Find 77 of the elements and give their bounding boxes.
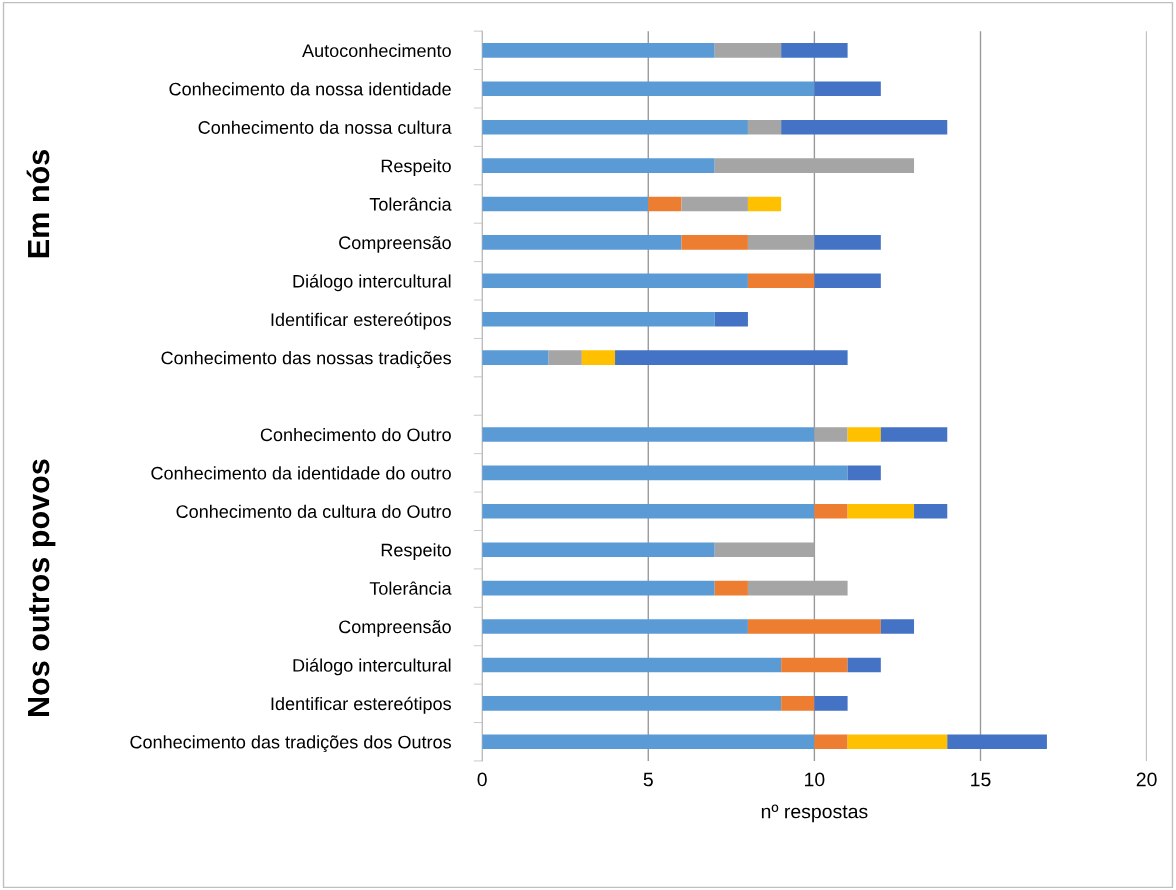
bar <box>482 311 715 327</box>
x-tick-label: 0 <box>477 772 487 787</box>
bar <box>482 43 715 58</box>
y-tick-label: Tolerância <box>369 581 452 595</box>
y-tick-label: Identificar estereótipos <box>271 312 451 330</box>
bar <box>814 503 848 519</box>
y-tick-label: Compreensão <box>339 620 451 637</box>
bar <box>482 81 815 97</box>
bar <box>615 350 848 365</box>
y-tick-label: Respeito <box>381 543 451 560</box>
bar <box>482 619 748 634</box>
bar <box>847 734 948 750</box>
bar <box>581 350 616 365</box>
bar <box>781 43 848 58</box>
bar <box>747 619 881 634</box>
bar <box>482 119 748 135</box>
bar <box>681 235 748 250</box>
bar <box>747 235 815 250</box>
bar <box>482 734 815 750</box>
bar <box>814 235 881 250</box>
bar <box>681 196 748 212</box>
bar <box>814 273 881 289</box>
y-tick-label: Conhecimento do Outro <box>260 427 451 442</box>
bar <box>548 350 582 365</box>
bar <box>781 119 948 135</box>
x-tick-label: 5 <box>643 772 653 787</box>
bar <box>814 696 848 711</box>
bar <box>648 196 682 212</box>
bar <box>482 196 649 212</box>
bar <box>482 427 815 442</box>
x-axis-title: nº respostas <box>761 804 868 823</box>
bar <box>847 503 915 519</box>
bar <box>747 119 782 135</box>
x-tick-label: 20 <box>1136 772 1157 787</box>
bar <box>482 158 715 173</box>
bar <box>847 657 881 673</box>
bar <box>747 273 815 289</box>
bar <box>482 542 715 557</box>
y-tick-label: Conhecimento da nossa cultura <box>198 120 452 134</box>
bar <box>781 657 848 673</box>
text: Nos outros povos <box>28 459 56 716</box>
y-tick-label: Conhecimento da cultura do Outro <box>176 504 451 518</box>
bar <box>747 196 782 212</box>
bar <box>482 503 815 519</box>
bar <box>781 696 815 711</box>
x-tick-label: 15 <box>971 772 991 787</box>
bar <box>482 465 848 481</box>
y-tick-label: Conhecimento da nossa identidade <box>169 82 451 96</box>
bar <box>482 273 748 289</box>
bar <box>482 696 782 711</box>
y-tick-label: Conhecimento das nossas tradições <box>161 351 451 369</box>
bar <box>482 350 549 365</box>
text: Em nós <box>26 150 50 258</box>
y-tick-label: Compreensão <box>339 236 451 253</box>
x-tick-label: 10 <box>805 772 825 787</box>
bar <box>482 235 682 250</box>
bar <box>482 657 782 673</box>
y-tick-label: Tolerância <box>369 197 452 211</box>
bar <box>714 580 748 596</box>
bar <box>847 465 881 481</box>
y-tick-label: Identificar estereótipos <box>271 696 451 714</box>
y-tick-label: Conhecimento da identidade do outro <box>151 466 451 480</box>
bar <box>714 311 748 327</box>
bar <box>880 427 948 442</box>
y-tick-label: Conhecimento das tradições dos Outros <box>130 735 451 753</box>
bar <box>880 619 915 634</box>
bar <box>714 43 782 58</box>
bar <box>847 427 881 442</box>
bar <box>914 503 948 519</box>
y-tick-label: Diálogo intercultural <box>293 274 451 292</box>
bar <box>482 580 715 596</box>
y-tick-label: Diálogo intercultural <box>293 658 451 676</box>
y-tick-label: Autoconhecimento <box>302 43 451 58</box>
bar <box>814 81 881 97</box>
y-tick-label: Respeito <box>381 159 451 176</box>
bar <box>814 734 848 750</box>
bar <box>947 734 1047 750</box>
